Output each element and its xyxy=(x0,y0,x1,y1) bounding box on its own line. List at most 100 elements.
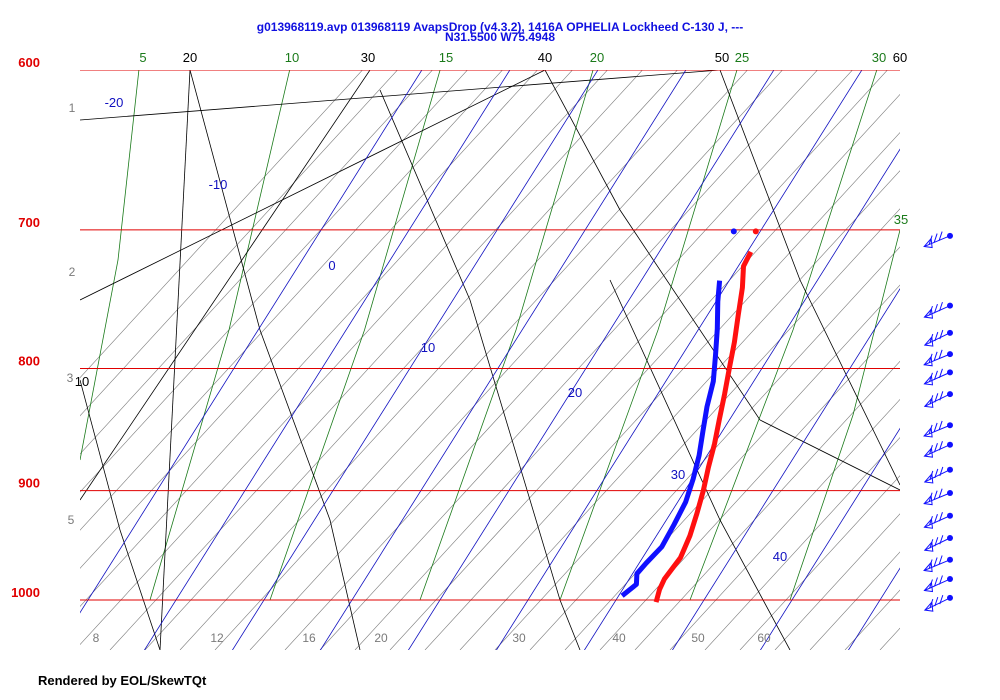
mixing-ratio-label: 40 xyxy=(612,631,626,645)
moist-adiabat-label: 30 xyxy=(872,50,886,65)
mixing-ratio-label: 20 xyxy=(374,631,388,645)
mixing-ratio-label: 60 xyxy=(757,631,771,645)
mixing-ratio-line xyxy=(424,132,900,650)
wind-barb xyxy=(923,329,953,347)
pressure-label: 1000 xyxy=(11,585,40,600)
isotherm-line xyxy=(672,288,900,650)
mixing-ratio-label: 12 xyxy=(210,631,224,645)
moist-adiabat-line xyxy=(789,229,900,601)
dry-adiabat-line xyxy=(719,70,900,486)
pressure-label: 600 xyxy=(18,55,40,70)
mixing-ratio-line xyxy=(774,513,900,650)
temperature-profile xyxy=(653,250,754,603)
mixing-ratio-label: 30 xyxy=(512,631,526,645)
dewpoint-top-point xyxy=(730,228,737,235)
isotherm-line xyxy=(232,70,599,650)
isotherm-label: 20 xyxy=(568,385,582,400)
dry-adiabat-line xyxy=(80,70,546,301)
isotherm-line xyxy=(848,567,900,650)
wind-barb xyxy=(923,391,953,408)
moist-adiabat-line xyxy=(269,70,441,601)
isotherm-line xyxy=(80,70,423,614)
mixing-ratio-line xyxy=(80,70,573,607)
mixing-ratio-line xyxy=(459,170,900,650)
wind-barb xyxy=(923,441,953,458)
dry-adiabat-label: 10 xyxy=(75,374,89,389)
sounding-group xyxy=(620,228,759,603)
mixing-ratio-line xyxy=(809,551,900,650)
dry-adiabat-line xyxy=(80,70,371,501)
mixing-ratio-label: 50 xyxy=(691,631,705,645)
dry-adiabat-line xyxy=(159,70,191,650)
dry-adiabat-label: 40 xyxy=(538,50,552,65)
isotherm-line xyxy=(760,427,900,650)
pressure-label: 700 xyxy=(18,215,40,230)
mixing-ratio-line xyxy=(80,70,538,569)
dry-adiabat-label: 60 xyxy=(893,50,907,65)
isotherm-label: 0 xyxy=(328,258,335,273)
mixing-ratio-line xyxy=(80,70,363,379)
isotherm-label: -20 xyxy=(105,95,124,110)
wind-barb xyxy=(923,301,953,319)
wind-barb xyxy=(923,420,953,438)
dry-adiabat-line xyxy=(80,379,161,650)
chart-title-line-1: g013968119.avp 013968119 AvapsDrop (v4.3… xyxy=(257,20,743,34)
chart-title-line-2: N31.5500 W75.4948 xyxy=(445,30,555,44)
dry-adiabat-label: 30 xyxy=(361,50,375,65)
mixing-ratio-line xyxy=(109,70,643,650)
mixing-ratio-label: 2 xyxy=(69,265,76,279)
mixing-ratio-line xyxy=(985,40,1000,650)
isotherm-label: 30 xyxy=(671,467,685,482)
mixing-ratio-label: 16 xyxy=(302,631,316,645)
wind-barb xyxy=(923,231,953,249)
isotherm-line xyxy=(496,70,863,650)
moist-adiabat-line xyxy=(689,70,878,601)
mixing-ratio-line xyxy=(319,70,853,650)
dewpoint-profile xyxy=(620,280,723,598)
mixing-ratio-line xyxy=(739,475,900,650)
dry-adiabat-label: 20 xyxy=(183,50,197,65)
mixing-ratio-line xyxy=(950,40,1000,650)
dry-adiabat-line xyxy=(379,89,581,650)
wind-barb xyxy=(923,488,953,506)
moist-adiabat-label: 10 xyxy=(285,50,299,65)
pressure-label: 800 xyxy=(18,353,40,368)
mixing-ratio-line xyxy=(494,208,900,650)
isotherm-line xyxy=(320,70,687,650)
mixing-ratio-line xyxy=(529,246,900,650)
mixing-ratio-line xyxy=(80,70,398,417)
mixing-ratio-label: 8 xyxy=(93,631,100,645)
mixing-ratio-line xyxy=(80,70,608,645)
moist-adiabat-line xyxy=(80,70,140,461)
dry-adiabat-label: 50 xyxy=(715,50,729,65)
footer-credit: Rendered by EOL/SkewTQt xyxy=(38,673,207,688)
axis-labels-group: 600 700 800 900 1000 -20 -10 0 10 20 30 40 20 30 40 50 6… xyxy=(11,50,908,645)
mixing-ratio-label: 1 xyxy=(69,101,76,115)
mixing-ratio-label: 3 xyxy=(67,371,74,385)
moist-adiabat-line xyxy=(559,70,738,601)
isotherm-line xyxy=(144,70,511,650)
isotherm-label: -10 xyxy=(209,177,228,192)
mixing-ratio-line xyxy=(80,70,433,455)
mixing-ratio-line xyxy=(179,70,713,650)
wind-barb xyxy=(923,555,953,573)
mixing-ratio-label: 5 xyxy=(68,513,75,527)
pressure-label: 900 xyxy=(18,476,40,491)
isotherm-line xyxy=(408,70,775,650)
moist-adiabat-label: 25 xyxy=(735,50,749,65)
dry-adiabat-line xyxy=(544,70,900,491)
mixing-ratio-line xyxy=(80,70,468,493)
wind-barb xyxy=(923,349,953,367)
temperature-top-point xyxy=(752,228,759,235)
mixing-ratio-line xyxy=(80,70,503,531)
mixing-ratio-line xyxy=(669,399,900,650)
mixing-ratio-line xyxy=(389,94,900,650)
dry-adiabat-line xyxy=(189,70,361,650)
mixing-ratio-line xyxy=(599,322,900,650)
moist-adiabat-line xyxy=(419,70,594,601)
wind-barb xyxy=(923,368,953,386)
moist-adiabat-line xyxy=(149,70,291,601)
moist-adiabat-label: 15 xyxy=(439,50,453,65)
wind-barb xyxy=(923,575,953,593)
